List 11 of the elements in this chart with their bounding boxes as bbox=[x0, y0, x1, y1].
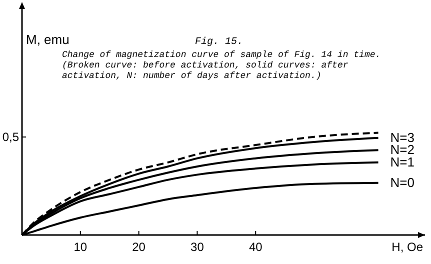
series-label: N=0 bbox=[390, 174, 414, 190]
text: 0,5 bbox=[2, 130, 20, 144]
x-tick-label: 40 bbox=[248, 240, 263, 254]
x-tick-label: 10 bbox=[74, 240, 88, 254]
text: M, emu bbox=[26, 32, 70, 47]
x-tick-label: 30 bbox=[190, 240, 204, 254]
series-label: N=3 bbox=[390, 130, 414, 145]
x-axis-title: H, Oe bbox=[392, 240, 424, 254]
text: Change of magnetization curve of sample of Fig. 14 in time. (Broken curve: before activation, solid curves: after activation, N: number of days after activation.) bbox=[62, 50, 381, 81]
x-tick-label: 20 bbox=[132, 240, 146, 254]
chart-title: Fig. 15. bbox=[195, 36, 244, 48]
